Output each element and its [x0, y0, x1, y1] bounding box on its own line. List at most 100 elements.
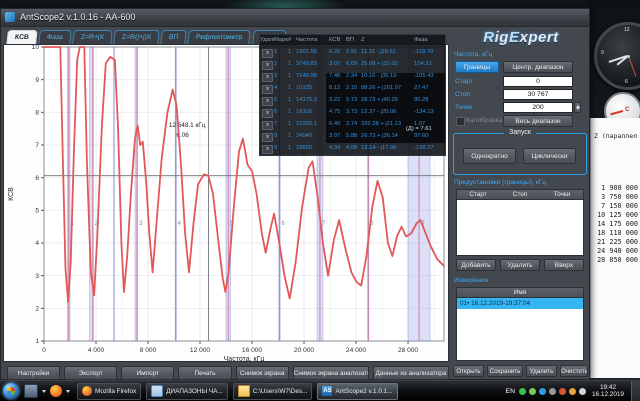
- title-bar[interactable]: AntScope2 v.1.0.16 - AA-600: [1, 9, 589, 27]
- tray-icon[interactable]: [579, 387, 586, 395]
- marker-delete-button[interactable]: x: [262, 120, 273, 130]
- task-button-1[interactable]: ДИАПАЗОНЫ ЧА...: [146, 382, 228, 400]
- task-button-3[interactable]: AS AntScope2 v.1.0.1...: [317, 382, 398, 400]
- start-button[interactable]: [3, 383, 19, 399]
- bounds-button[interactable]: Границы: [455, 61, 499, 73]
- background-document[interactable]: Z (параллел 1 900 000 3 750 000 7 150 00…: [590, 118, 640, 378]
- clock-gadget[interactable]: 12 3 6 9: [594, 22, 640, 90]
- svg-text:2: 2: [35, 306, 39, 313]
- toolbar-button-1[interactable]: Экспорт: [64, 366, 118, 380]
- svg-text:24 000: 24 000: [346, 347, 367, 354]
- y-axis-title: КСВ: [8, 187, 15, 201]
- svg-text:4: 4: [35, 240, 39, 247]
- taskbar-clock[interactable]: 19:42 16.12.2019: [592, 384, 624, 398]
- tray-icon[interactable]: [529, 387, 536, 395]
- task-button-0[interactable]: Mozilla Firefox: [77, 382, 142, 400]
- svg-text:4 000: 4 000: [88, 347, 105, 354]
- calibration-checkbox[interactable]: [456, 117, 465, 126]
- chevron-down-icon[interactable]: [42, 389, 46, 393]
- run-single-button[interactable]: Однократно: [463, 148, 516, 164]
- start-input[interactable]: [503, 76, 573, 87]
- points-input[interactable]: [503, 102, 573, 113]
- delete-measurement-button[interactable]: Удалить: [526, 365, 557, 377]
- start-label: Старт: [455, 78, 473, 85]
- marker-delete-button[interactable]: x: [262, 132, 273, 142]
- marker-row-7: x 7 1 21225.1 6.40 2.74 332.38 + j21.13 1.07: [260, 118, 445, 130]
- window-title: AntScope2 v.1.0.16 - AA-600: [20, 12, 136, 22]
- preset-delete-button[interactable]: Удалить: [500, 259, 540, 271]
- save-button[interactable]: Сохранить: [487, 365, 523, 377]
- center-span-button[interactable]: Центр, диапазон: [503, 61, 573, 73]
- tray-icon[interactable]: [569, 387, 576, 395]
- preset-up-button[interactable]: Вверх: [544, 259, 584, 271]
- tab-4[interactable]: ВП: [160, 30, 188, 44]
- tray-date: 16.12.2019: [592, 391, 624, 398]
- marker-row-4: x 4 1 10125 8.12 2.15 88.26 + j161.07 27.47: [260, 82, 445, 94]
- ham-band: [134, 46, 138, 342]
- points-label: Точек: [455, 104, 473, 111]
- points-stepper[interactable]: [574, 102, 581, 113]
- tab-2[interactable]: Z=R+jX: [71, 30, 113, 44]
- svg-text:12 000: 12 000: [190, 347, 211, 354]
- svg-text:10: 10: [32, 45, 40, 51]
- marker-delete-button[interactable]: x: [262, 48, 273, 58]
- tab-3[interactable]: Z=R(|+j)X: [112, 30, 160, 44]
- rigexpert-logo: RigExpert: [483, 29, 559, 46]
- show-desktop-button[interactable]: [631, 381, 640, 401]
- marker-delete-button[interactable]: x: [262, 96, 273, 106]
- preset-add-button[interactable]: Добавить: [456, 259, 496, 271]
- tab-0-active[interactable]: КСВ: [6, 30, 38, 44]
- tray-icon[interactable]: [539, 387, 546, 395]
- task-button-2[interactable]: C:\Users\W7\Des...: [232, 382, 313, 400]
- marker-delete-button[interactable]: x: [262, 60, 273, 70]
- stop-label: Стоп: [455, 91, 470, 98]
- measurements-table-body[interactable]: 01• 16.12.2019-19:37:04: [456, 298, 584, 361]
- antscope-icon: AS: [322, 386, 333, 396]
- meter-needle: [610, 110, 624, 116]
- firefox-quick-icon[interactable]: [50, 385, 62, 397]
- tray-icon[interactable]: [549, 387, 556, 395]
- swr-curve: [43, 46, 445, 303]
- swr-chart-panel[interactable]: 1 2 3 4 5 6 7 8 9 12 648.1 кГц 6.06 0 4 000 8 000 12 0…: [3, 44, 449, 363]
- marker-delete-button[interactable]: x: [262, 72, 273, 82]
- svg-text:4: 4: [178, 221, 182, 227]
- presets-table-header: Старт Стоп Точки: [456, 189, 584, 200]
- toolbar-button-2[interactable]: Импорт: [121, 366, 175, 380]
- measurement-item[interactable]: 01• 16.12.2019-19:37:04: [457, 298, 583, 309]
- presets-table-body[interactable]: [456, 200, 584, 256]
- stop-input[interactable]: [503, 89, 573, 100]
- name-column-header: Имя: [513, 289, 527, 296]
- svg-text:7: 7: [322, 221, 326, 227]
- toolbar-button-0[interactable]: Настройки: [7, 366, 61, 380]
- swr-chart: 1 2 3 4 5 6 7 8 9 12 648.1 кГц 6.06 0 4 000 8 000 12 0…: [8, 44, 445, 363]
- toolbar-button-6[interactable]: Данные из анализатора: [372, 366, 450, 380]
- clear-button[interactable]: Очистить: [560, 365, 588, 377]
- save-quick-icon[interactable]: [24, 384, 38, 398]
- tab-1[interactable]: Фаза: [38, 30, 72, 44]
- svg-text:28 000: 28 000: [398, 347, 419, 354]
- svg-text:6: 6: [35, 175, 39, 182]
- marker-row-2: x 2 1 3749.83 3.07 6.09 25.08 + j32.02 104.31: [260, 58, 445, 70]
- tray-time: 19:42: [600, 384, 616, 391]
- ham-band: [112, 46, 115, 342]
- frequency-section-label: Частота, кГц: [454, 51, 493, 58]
- antscope-window: AntScope2 v.1.0.16 - AA-600 КСВ Фаза Z=R+j…: [0, 8, 590, 380]
- tray-icon[interactable]: [559, 387, 566, 395]
- toolbar-button-4[interactable]: Снимок экрана: [235, 366, 289, 380]
- marker-delete-button[interactable]: x: [262, 108, 273, 118]
- marker-delete-button[interactable]: x: [262, 84, 273, 94]
- quick-launch: [24, 384, 72, 398]
- tray-icon[interactable]: [519, 387, 526, 395]
- ham-band: [89, 46, 94, 342]
- marker-delete-button[interactable]: x: [262, 144, 273, 154]
- tab-5[interactable]: Рефлектометр: [187, 30, 252, 44]
- language-indicator[interactable]: EN: [505, 387, 515, 395]
- svg-text:8: 8: [35, 110, 39, 117]
- chevron-down-icon[interactable]: [66, 389, 70, 393]
- toolbar-button-5[interactable]: Снимок экрана анализатора: [292, 366, 369, 380]
- toolbar-button-3[interactable]: Печать: [178, 366, 232, 380]
- full-range-button[interactable]: Весь диапазон: [503, 115, 573, 127]
- run-cyclic-button[interactable]: Циклически: [523, 148, 576, 164]
- open-button[interactable]: Открыть: [453, 365, 484, 377]
